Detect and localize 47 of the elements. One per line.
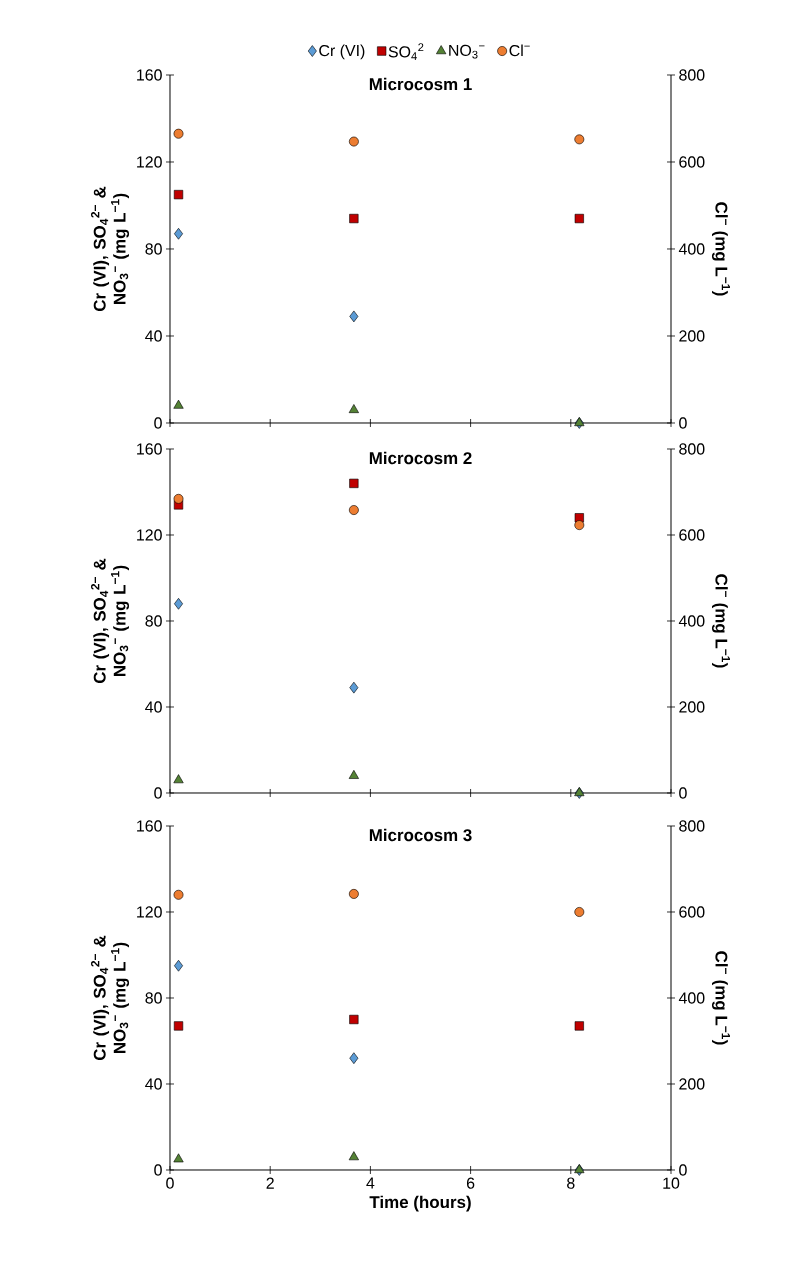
y2-tick-label: 0 bbox=[679, 1164, 687, 1176]
y2-tick-label: 0 bbox=[679, 787, 687, 799]
x-tick-label: 2 bbox=[266, 1177, 274, 1189]
y2-tick-label: 600 bbox=[679, 529, 705, 541]
y2-tick-label: 800 bbox=[679, 69, 705, 81]
y2-tick-label: 600 bbox=[679, 156, 705, 168]
x-tick-label: 0 bbox=[166, 1177, 174, 1189]
y2-tick-label: 800 bbox=[679, 820, 705, 832]
y-tick-label: 160 bbox=[137, 69, 162, 81]
y-tick-label: 0 bbox=[154, 787, 162, 799]
y2-axis-title: Cl$^{−}$ (mg L$^{−1}$) bbox=[711, 951, 730, 1045]
y-tick-label: 40 bbox=[145, 1078, 162, 1090]
x-tick-label: 6 bbox=[466, 1177, 475, 1189]
y-tick-label: 160 bbox=[137, 443, 162, 455]
y2-tick-label: 400 bbox=[678, 615, 705, 627]
y2-tick-label: 200 bbox=[679, 701, 705, 713]
y-tick-label: 40 bbox=[145, 330, 162, 342]
y2-tick-label: 400 bbox=[678, 992, 705, 1004]
legend-label: Cr (VI) bbox=[319, 44, 365, 60]
x-tick-label: 8 bbox=[567, 1177, 575, 1189]
y2-tick-label: 400 bbox=[678, 243, 705, 255]
y-tick-label: 160 bbox=[137, 820, 162, 832]
chart-title: Microcosm 2 bbox=[369, 451, 472, 465]
legend-label: Cl$^{−}$ bbox=[509, 44, 530, 57]
y-tick-label: 0 bbox=[154, 417, 162, 429]
chart-title: Microcosm 1 bbox=[369, 77, 472, 91]
y-tick-label: 40 bbox=[145, 701, 162, 713]
y2-axis-title: Cl$^{−}$ (mg L$^{−1}$) bbox=[711, 202, 730, 296]
legend-label: NO$_{3}$− bbox=[449, 44, 485, 59]
x-tick-label: 4 bbox=[366, 1177, 375, 1189]
y2-tick-label: 200 bbox=[679, 330, 705, 342]
y-tick-label: 80 bbox=[145, 243, 162, 255]
y-tick-label: 120 bbox=[137, 156, 162, 168]
y2-tick-label: 800 bbox=[679, 443, 705, 455]
y2-tick-label: 0 bbox=[679, 417, 687, 429]
y-tick-label: 80 bbox=[145, 615, 162, 627]
y2-tick-label: 200 bbox=[679, 1078, 705, 1090]
x-axis-title: Time (hours) bbox=[369, 1195, 471, 1212]
y-tick-label: 120 bbox=[137, 906, 162, 918]
y2-tick-label: 600 bbox=[679, 906, 705, 918]
y-tick-label: 80 bbox=[145, 992, 162, 1004]
y-tick-label: 0 bbox=[154, 1164, 162, 1176]
chart-title: Microcosm 3 bbox=[369, 828, 472, 842]
y-tick-label: 120 bbox=[137, 529, 162, 541]
y2-axis-title: Cl$^{−}$ (mg L$^{−1}$) bbox=[711, 574, 730, 668]
x-tick-label: 10 bbox=[663, 1177, 680, 1189]
legend-label: SO$_{4}$2 bbox=[388, 43, 424, 60]
